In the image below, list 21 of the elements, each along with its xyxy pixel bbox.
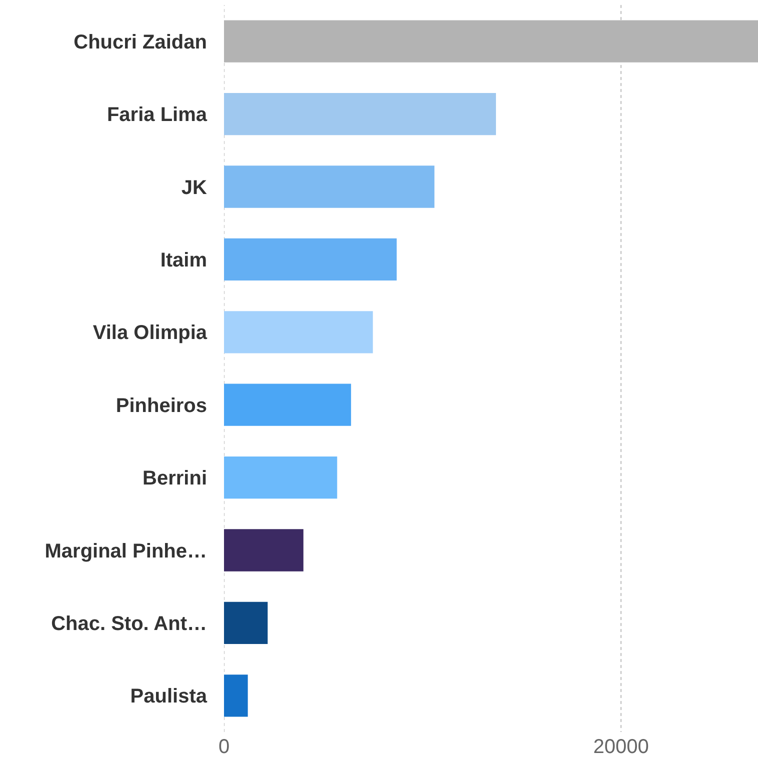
y-tick-label: Berrini bbox=[142, 468, 207, 490]
bar bbox=[224, 92, 496, 136]
y-tick-label: Pinheiros bbox=[116, 394, 207, 417]
y-tick-label: Chac. Sto. Ant… bbox=[51, 612, 207, 635]
y-tick-label: Paulista bbox=[130, 686, 208, 708]
bar bbox=[224, 602, 268, 644]
bar bbox=[224, 674, 248, 717]
y-tick-label: Vila Olimpia bbox=[92, 322, 208, 344]
y-tick-label: Chucri Zaidan bbox=[74, 31, 207, 54]
y-tick-label: Itaim bbox=[160, 249, 207, 272]
bar bbox=[224, 238, 397, 281]
bar bbox=[224, 456, 338, 499]
bar bbox=[224, 311, 373, 354]
y-tick-label: Marginal Pinhe… bbox=[44, 540, 207, 562]
x-tick-label: 20000 bbox=[593, 736, 649, 758]
y-tick-label: JK bbox=[181, 176, 208, 199]
y-tick-label: Faria Lima bbox=[106, 104, 208, 126]
bar bbox=[224, 384, 352, 426]
bar bbox=[224, 529, 304, 572]
bar bbox=[224, 166, 434, 208]
x-tick-label: 0 bbox=[218, 736, 230, 758]
